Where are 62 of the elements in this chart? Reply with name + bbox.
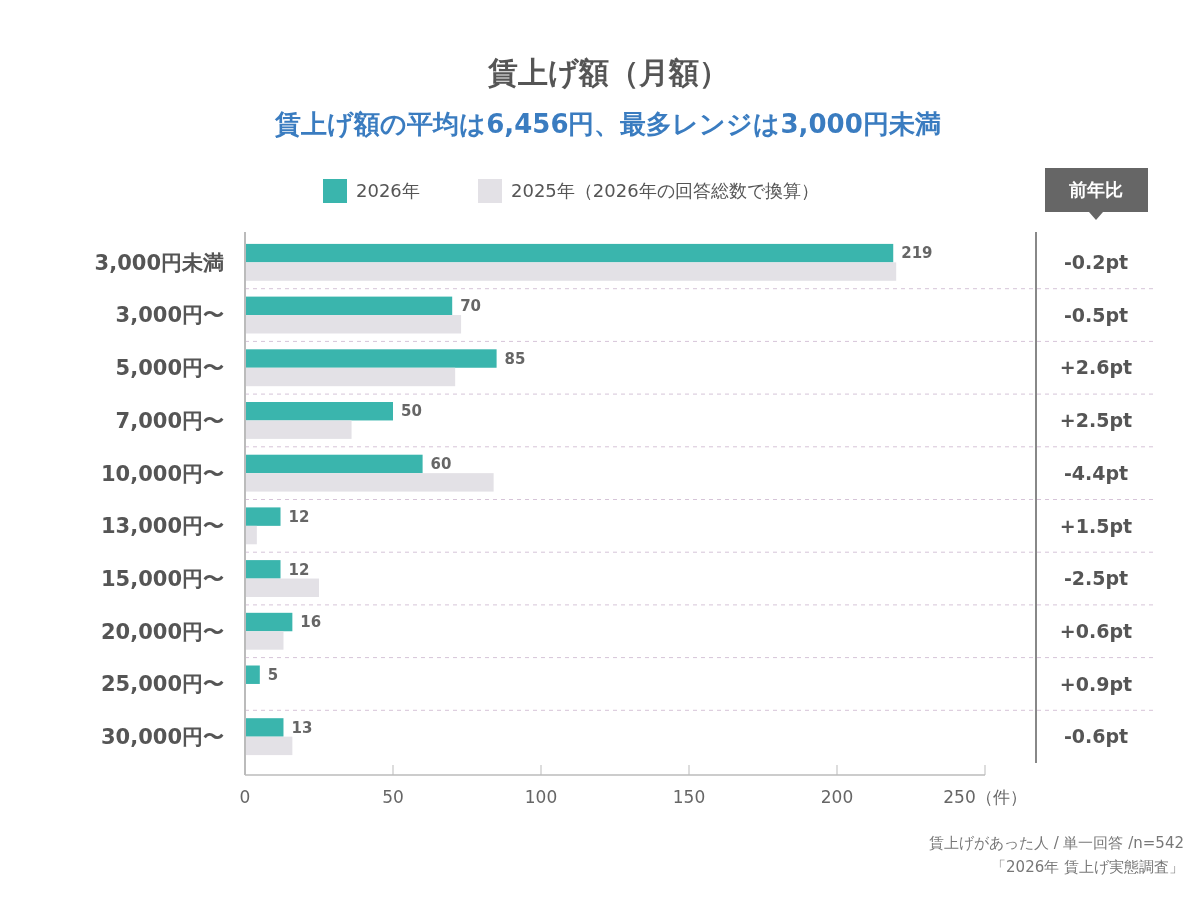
text: +0.9pt [1059,672,1133,695]
y-tick-label: 3,000円未満 [94,250,224,275]
data-label: 16 [300,613,322,632]
x-tick-label: 50 [382,787,404,807]
text: 賃上げがあった人 / 単一回答 /n=542 [928,834,1184,852]
y-tick-label: 10,000円〜 [100,461,224,486]
bar [245,454,423,474]
text: -0.5pt [1063,303,1129,326]
x-tick-label: 150 [672,787,706,807]
bar [245,296,453,316]
legend-label: 2025年（2026年の回答総数で換算） [511,180,819,202]
text: 前年比 [1068,179,1123,201]
bar [245,473,494,492]
text: +2.6pt [1059,356,1133,379]
bar [245,367,456,387]
bar [245,525,257,545]
data-label: 12 [288,507,310,526]
x-tick-label: 200 [820,787,854,807]
data-label: 70 [460,297,482,316]
bar [245,665,260,684]
bar [245,315,462,334]
y-tick-label: 20,000円〜 [100,619,224,644]
y-tick-label: 3,000円〜 [115,303,224,328]
bar [245,718,284,737]
y-tick-label: 7,000円〜 [115,408,224,433]
text: -4.4pt [1063,461,1129,484]
bar [245,578,319,597]
y-tick-label: 25,000円〜 [100,672,224,697]
x-tick-label: 250（件） [943,787,1027,807]
bar [245,507,281,526]
text: -2.5pt [1063,567,1129,590]
legend-label: 2026年 [356,180,420,202]
y-tick-label: 30,000円〜 [100,725,224,749]
data-label: 5 [267,665,279,684]
x-tick-label: 0 [239,787,251,807]
x-tick-label: 100 [524,787,558,807]
data-label: 85 [504,349,526,368]
bar [245,420,352,439]
y-tick-label: 5,000円〜 [115,356,224,381]
chart-title: 賃上げ額（月額） [486,55,729,90]
bar [245,262,897,281]
text: +0.6pt [1059,619,1133,642]
bar [245,612,293,632]
y-tick-label: 13,000円〜 [100,514,224,539]
bar [245,631,284,650]
data-label: 50 [401,402,422,421]
bar [245,243,894,263]
data-label: 12 [288,560,310,579]
chart-subtitle: 賃上げ額の平均は6,456円、最多レンジは3,000円未満 [274,109,941,139]
text: +2.5pt [1059,409,1133,432]
y-tick-label: 15,000円〜 [100,566,224,591]
bar [245,560,281,579]
text: +1.5pt [1059,514,1133,537]
text: -0.6pt [1063,725,1129,748]
text: -0.2pt [1063,251,1129,273]
data-label: 60 [430,455,452,474]
bar [245,349,497,368]
bar [245,402,393,421]
data-label: 13 [291,718,313,737]
data-label: 219 [901,244,933,263]
text: 「2026年 賃上げ実態調査」 [991,858,1184,876]
bar [245,736,293,756]
